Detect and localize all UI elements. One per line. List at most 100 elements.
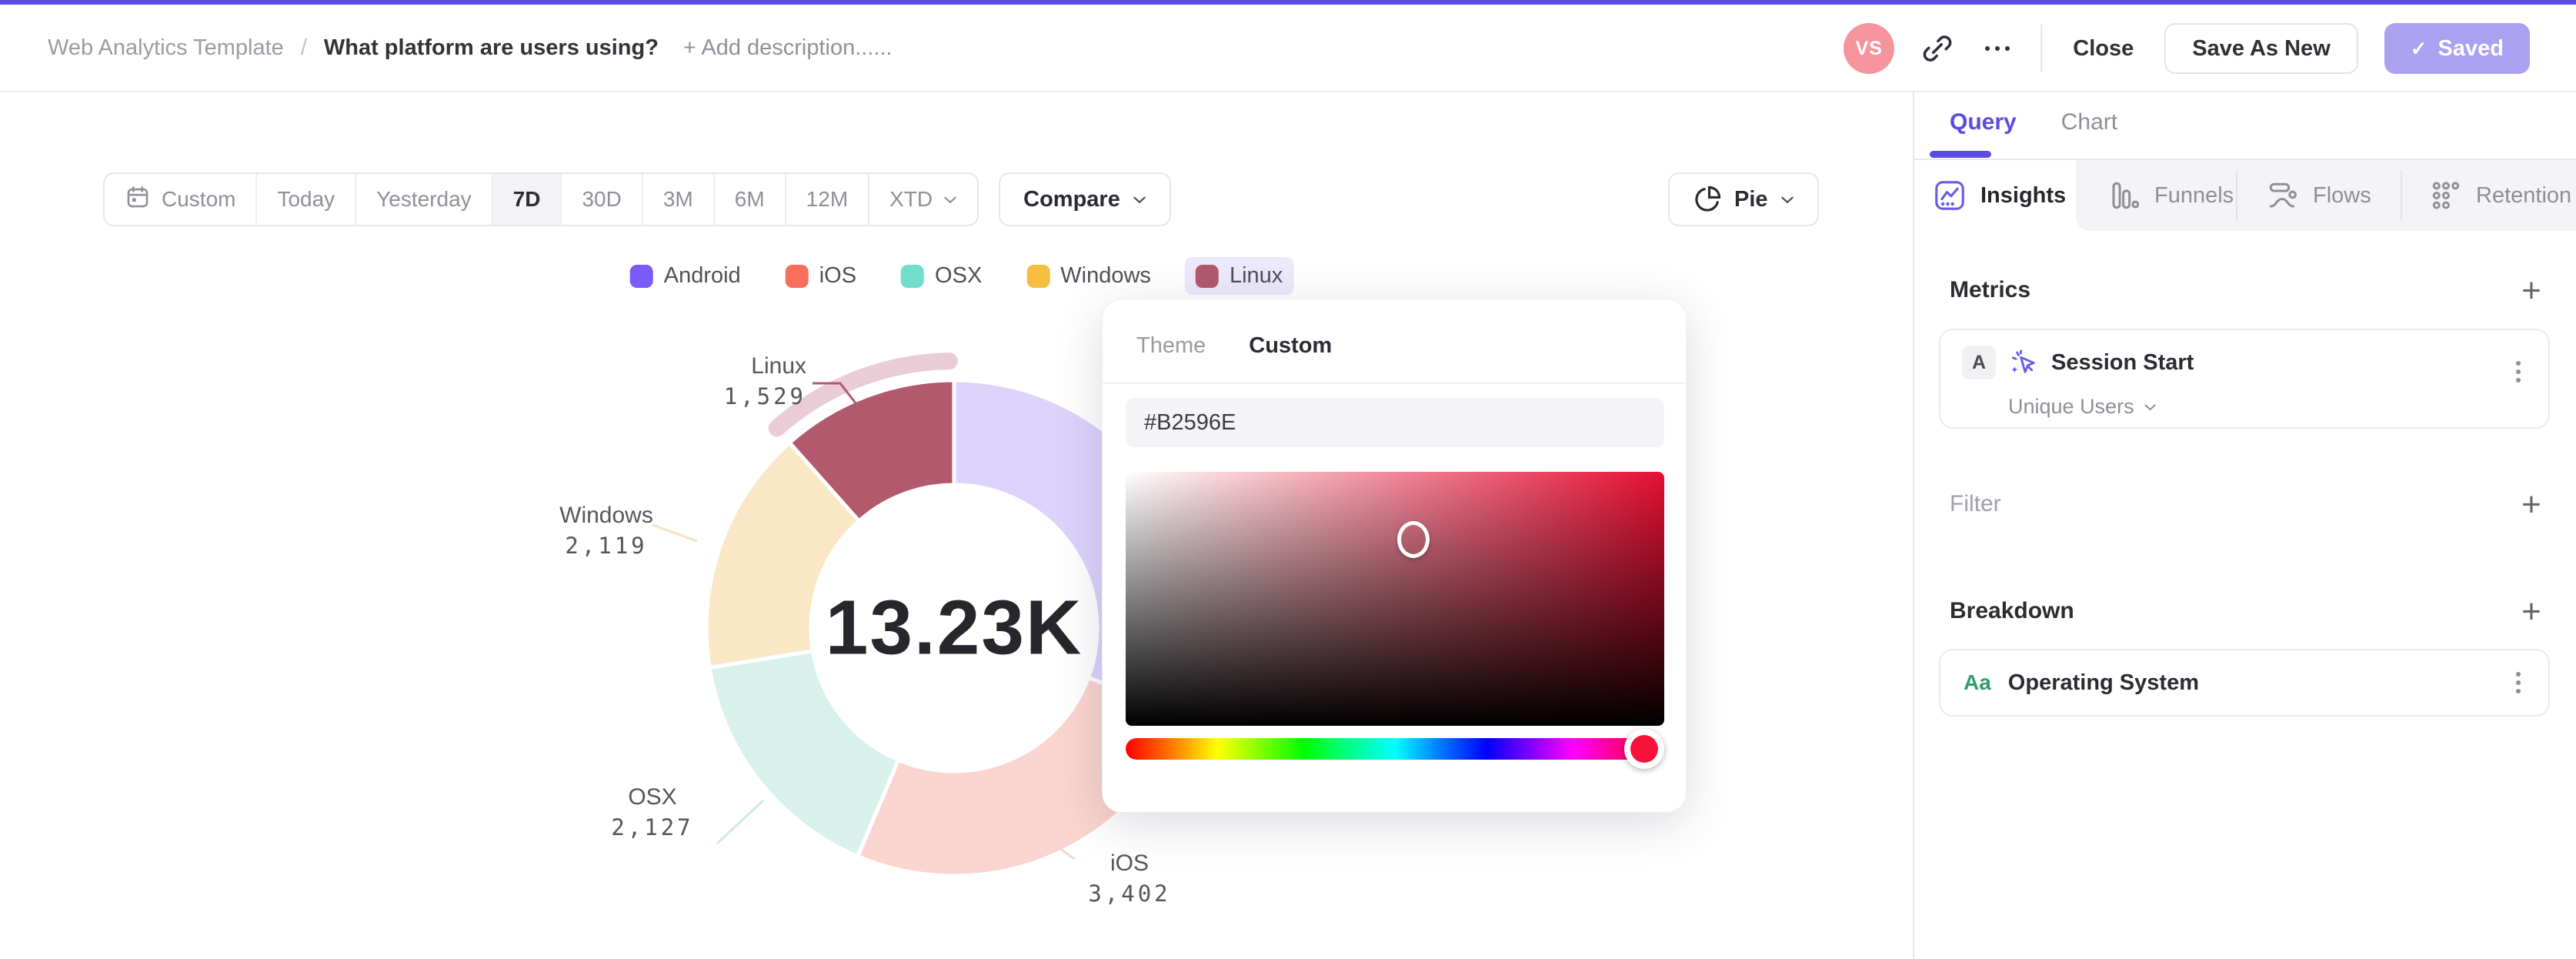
chart-legend: Android iOS OSX Windows Linux bbox=[619, 257, 1294, 295]
range-label: Custom bbox=[162, 187, 236, 211]
flows-icon bbox=[2269, 182, 2297, 208]
legend-label: OSX bbox=[935, 263, 983, 288]
range-12m[interactable]: 12M bbox=[786, 174, 870, 225]
slice-value: 2,119 bbox=[565, 533, 648, 559]
saved-button[interactable]: ✓ Saved bbox=[2384, 23, 2530, 74]
save-as-new-button[interactable]: Save As New bbox=[2164, 23, 2358, 74]
chart-type-label: Pie bbox=[1734, 186, 1768, 212]
slice-name: OSX bbox=[628, 784, 677, 810]
legend-item-windows[interactable]: Windows bbox=[1016, 257, 1162, 295]
range-today[interactable]: Today bbox=[257, 174, 357, 225]
range-3m[interactable]: 3M bbox=[643, 174, 715, 225]
range-7d-selected[interactable]: 7D bbox=[492, 174, 562, 225]
header: Web Analytics Template / What platform a… bbox=[0, 5, 2576, 92]
legend-swatch bbox=[785, 264, 809, 288]
page-title[interactable]: What platform are users using? bbox=[323, 35, 659, 60]
session-start-event-icon bbox=[2011, 349, 2035, 373]
range-30d[interactable]: 30D bbox=[562, 174, 643, 225]
slice-value: 1,529 bbox=[723, 383, 806, 409]
range-custom[interactable]: Custom bbox=[105, 174, 258, 225]
legend-label: Windows bbox=[1060, 263, 1151, 288]
chart-canvas: Custom Today Yesterday 7D 30D 3M 6M 12M … bbox=[0, 92, 1913, 959]
slice-osx[interactable] bbox=[707, 649, 901, 859]
legend-item-linux-highlighted[interactable]: Linux bbox=[1184, 257, 1294, 295]
sidebar-tabs: Query Chart bbox=[1950, 109, 2117, 135]
chevron-down-icon bbox=[1133, 195, 1146, 204]
slice-linux-highlighted[interactable] bbox=[787, 378, 956, 523]
range-6m[interactable]: 6M bbox=[715, 174, 786, 225]
add-description-button[interactable]: + Add description...... bbox=[682, 35, 893, 60]
avatar[interactable]: VS bbox=[1844, 23, 1895, 74]
chevron-down-icon bbox=[2144, 403, 2157, 411]
color-picker-popup: Theme Custom bbox=[1102, 299, 1687, 813]
legend-item-android[interactable]: Android bbox=[619, 257, 752, 295]
view-tab-funnels[interactable]: Funnels bbox=[2108, 160, 2234, 231]
add-breakdown-button[interactable]: + bbox=[2521, 593, 2541, 630]
view-tab-label: Flows bbox=[2313, 182, 2371, 208]
legend-label: Android bbox=[663, 263, 741, 288]
tab-query[interactable]: Query bbox=[1950, 109, 2017, 135]
view-tab-label: Insights bbox=[1980, 182, 2067, 208]
view-tab-retention[interactable]: Retention bbox=[2430, 160, 2571, 231]
date-range-control: Custom Today Yesterday 7D 30D 3M 6M 12M … bbox=[103, 172, 979, 226]
metric-label: Session Start bbox=[2051, 349, 2194, 375]
hex-color-input[interactable] bbox=[1126, 398, 1664, 447]
aggregation-dropdown[interactable]: Unique Users bbox=[2008, 395, 2157, 419]
date-range-toolbar: Custom Today Yesterday 7D 30D 3M 6M 12M … bbox=[103, 172, 1171, 226]
chevron-down-icon bbox=[1780, 195, 1794, 204]
saturation-value-area[interactable] bbox=[1126, 472, 1664, 726]
metric-options-kebab-icon[interactable] bbox=[2511, 356, 2525, 387]
picker-divider bbox=[1103, 383, 1686, 384]
slice-name: Windows bbox=[559, 503, 653, 528]
view-tab-insights[interactable]: Insights bbox=[1933, 160, 2066, 231]
compare-button[interactable]: Compare bbox=[999, 172, 1171, 226]
share-link-button[interactable] bbox=[1920, 32, 1954, 65]
calendar-icon bbox=[125, 184, 151, 216]
aggregation-label: Unique Users bbox=[2008, 395, 2134, 418]
add-metric-button[interactable]: + bbox=[2521, 272, 2541, 309]
tab-chart[interactable]: Chart bbox=[2060, 109, 2118, 135]
range-xtd[interactable]: XTD bbox=[869, 174, 977, 225]
view-tab-label: Retention bbox=[2476, 182, 2572, 208]
tab-separator bbox=[2401, 170, 2402, 221]
range-label: Yesterday bbox=[376, 187, 472, 211]
inactive-tabs-background bbox=[2076, 160, 2576, 231]
donut-center-total: 13.23K bbox=[825, 584, 1083, 671]
legend-item-osx[interactable]: OSX bbox=[890, 257, 993, 295]
legend-swatch bbox=[1195, 264, 1219, 288]
range-yesterday[interactable]: Yesterday bbox=[356, 174, 493, 225]
legend-item-ios[interactable]: iOS bbox=[775, 257, 867, 295]
breakdown-card[interactable]: Aa Operating System bbox=[1939, 649, 2550, 717]
range-label: 7D bbox=[512, 187, 541, 211]
breakdown-card-row: Aa Operating System bbox=[1940, 650, 2548, 715]
series-badge: A bbox=[1962, 346, 1996, 379]
close-button[interactable]: Close bbox=[2073, 35, 2134, 61]
slice-label-ios: iOS 3,402 bbox=[1053, 850, 1206, 907]
saved-label: Saved bbox=[2438, 35, 2504, 61]
breakdown-options-kebab-icon[interactable] bbox=[2511, 667, 2525, 698]
slice-label-osx: OSX 2,127 bbox=[576, 784, 729, 841]
view-tab-label: Funnels bbox=[2154, 182, 2234, 208]
query-sidebar: Query Chart Insights Funnel bbox=[1914, 92, 2576, 959]
retention-icon bbox=[2432, 182, 2460, 209]
range-label: XTD bbox=[889, 187, 933, 211]
top-accent-bar bbox=[0, 0, 2576, 5]
sidebar-divider bbox=[1914, 159, 2576, 160]
chart-type-button[interactable]: Pie bbox=[1668, 172, 1819, 226]
ellipsis-icon bbox=[1985, 46, 2010, 51]
tab-theme[interactable]: Theme bbox=[1136, 333, 1206, 358]
metric-card[interactable]: A Session Start Unique Users bbox=[1939, 329, 2550, 429]
add-filter-button[interactable]: + bbox=[2521, 486, 2541, 523]
view-type-tabs: Insights Funnels Flows bbox=[1914, 160, 2576, 231]
hue-slider[interactable] bbox=[1126, 738, 1664, 760]
breadcrumb-root[interactable]: Web Analytics Template bbox=[48, 35, 284, 60]
color-cursor[interactable] bbox=[1397, 521, 1430, 558]
slice-label-linux: Linux 1,529 bbox=[724, 353, 806, 410]
tab-custom[interactable]: Custom bbox=[1249, 333, 1333, 358]
header-actions: VS Close Save As New ✓ Saved bbox=[1844, 5, 2530, 92]
hue-slider-handle[interactable] bbox=[1624, 729, 1664, 769]
legend-swatch bbox=[1026, 264, 1050, 288]
panel-divider bbox=[1913, 92, 1914, 959]
view-tab-flows[interactable]: Flows bbox=[2267, 160, 2371, 231]
more-options-button[interactable] bbox=[1980, 32, 2014, 65]
